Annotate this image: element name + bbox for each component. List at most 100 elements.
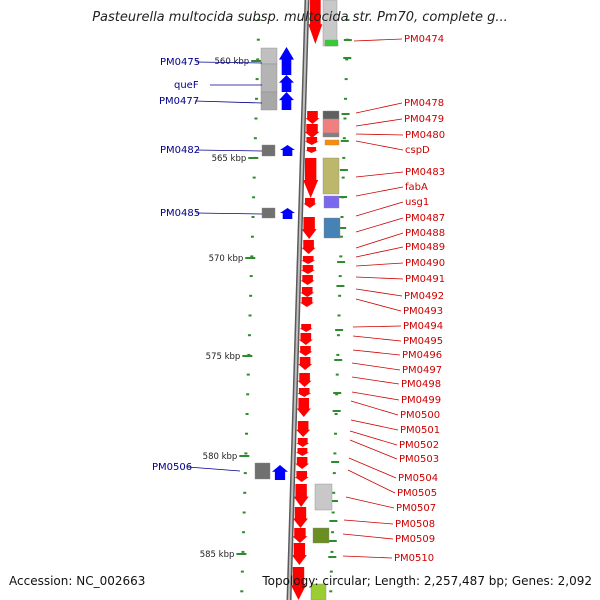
accession-text: Accession: NC_002663 [9,574,146,588]
label-leader [195,212,263,215]
feature-layer [254,0,341,600]
reverse-gene-arrow [291,543,307,565]
gene-label-cspD: cspD [405,145,430,156]
topology-text: Topology: circular; Length: 2,257,487 bp… [262,574,592,588]
reverse-gene-arrow [292,528,308,543]
reverse-gene-arrow [300,275,315,285]
label-leader [353,38,403,42]
backbone-highlight [288,0,308,600]
label-leader [187,466,241,472]
forward-gene-arrow [280,145,295,156]
gene-label-PM0480: PM0480 [405,130,445,141]
gene-box [260,91,278,111]
reverse-gene-arrow [300,265,315,274]
label-leader [355,102,403,114]
label-leader [348,457,397,479]
label-leader [351,376,400,385]
label-leader [355,217,404,233]
map-title: Pasteurella multocida subsp. multocida s… [92,10,508,25]
reverse-gene-arrow [305,111,320,124]
gene-box [312,527,330,544]
reverse-gene-arrow [304,124,320,138]
label-leader [355,133,404,136]
reverse-gene-arrow [290,567,306,600]
gene-label-PM0507: PM0507 [396,503,436,514]
reverse-gene-arrow [299,297,314,307]
gene-label-PM0475: PM0475 [160,57,200,68]
label-leader [352,349,401,356]
genome-backbone [286,0,310,600]
gene-label-PM0492: PM0492 [404,291,444,302]
gene-label-PM0491: PM0491 [405,274,445,285]
label-leader [195,149,263,152]
gene-label-PM0502: PM0502 [399,440,439,451]
label-leader [194,100,263,104]
reverse-gene-arrow [300,287,315,297]
ruler-label: 565 kbp [212,154,247,164]
label-leader [345,496,395,509]
reverse-gene-arrow [296,438,310,447]
gene-label-PM0477: PM0477 [159,96,199,107]
reverse-gene-arrow [294,471,309,482]
forward-gene-arrow [280,208,295,219]
gene-label-queF: queF [174,80,199,91]
reverse-gene-arrow [298,346,313,356]
label-leader [342,555,393,559]
gene-box [314,483,333,511]
gene-label-PM0494: PM0494 [403,321,443,332]
reverse-gene-arrow [301,240,316,254]
reverse-gene-arrow [303,158,319,198]
label-leader [355,140,404,151]
label-leader [351,391,400,401]
gene-box [260,47,278,65]
gene-label-PM0478: PM0478 [404,98,444,109]
gene-box [324,39,339,47]
gene-label-PM0479: PM0479 [404,114,444,125]
gene-label-PM0501: PM0501 [400,425,440,436]
gene-label-PM0490: PM0490 [405,258,445,269]
gene-box [324,139,340,146]
gene-label-PM0487: PM0487 [405,213,445,224]
reverse-gene-arrow [298,357,313,370]
reverse-gene-arrow [298,333,313,345]
gene-label-PM0500: PM0500 [400,410,440,421]
reverse-gene-arrow [305,147,318,153]
label-leader [342,533,394,540]
gene-label-PM0509: PM0509 [395,534,435,545]
ruler-label: 575 kbp [206,352,241,362]
gene-box [261,144,276,157]
reverse-gene-arrow [296,398,311,417]
gene-label-PM0482: PM0482 [160,145,200,156]
reverse-gene-arrow [296,421,311,437]
reverse-gene-arrow [293,484,309,507]
ruler: 560 kbp 565 kbp 570 kbp 575 kbp 580 kbp 585 k… [200,57,262,560]
gene-box [323,195,340,209]
gene-label-PM0496: PM0496 [402,350,442,361]
label-leader [355,186,404,197]
gene-label-PM0483: PM0483 [405,167,445,178]
gene-box [322,110,340,120]
ruler-label: 560 kbp [215,57,250,67]
forward-gene-arrow [279,92,294,110]
label-leader [350,400,399,416]
gene-label-PM0499: PM0499 [401,395,441,406]
gene-label-PM0489: PM0489 [405,242,445,253]
reverse-gene-arrow [303,198,317,208]
label-leader [347,469,396,494]
gene-box [260,63,278,93]
label-leader [355,201,404,217]
ruler-label: 580 kbp [203,452,238,462]
label-leader [355,118,403,127]
reverse-gene-arrow [292,507,308,528]
gene-box [254,462,271,480]
gene-label-usg1: usg1 [405,197,429,208]
label-leader [195,61,263,64]
tick-marks [240,19,352,593]
gene-box [322,132,340,138]
gene-label-fabA: fabA [405,182,428,193]
reverse-gene-arrow [297,388,312,397]
gene-label-PM0488: PM0488 [405,228,445,239]
label-leader [352,325,402,328]
gene-label-PM0506: PM0506 [152,462,192,473]
